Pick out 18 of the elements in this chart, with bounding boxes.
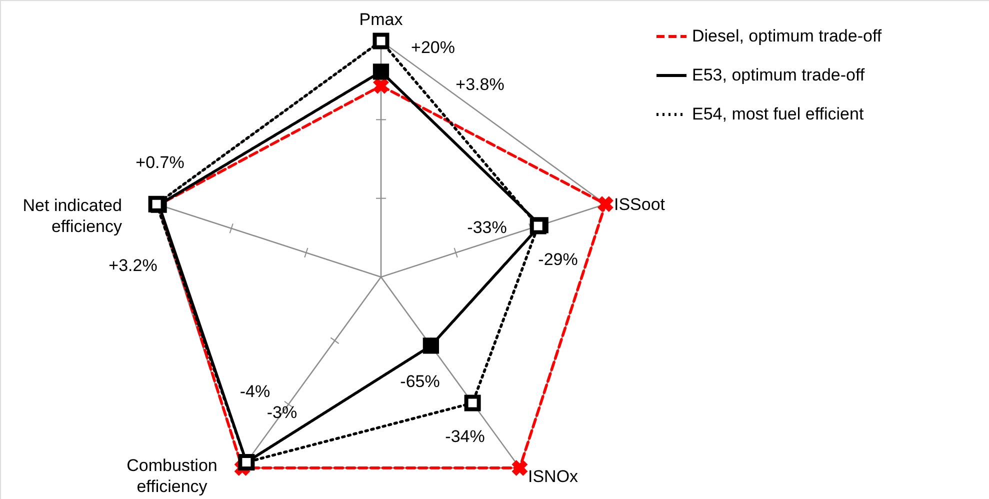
text: +3.2%	[108, 256, 158, 275]
spoke-label: Pmax	[359, 10, 404, 29]
text: -4%	[240, 382, 270, 401]
legend-label: E53, optimum trade-off	[692, 66, 865, 84]
text: -33%	[467, 218, 507, 237]
text: +0.7%	[136, 153, 184, 172]
text: -29%	[538, 250, 578, 269]
spoke-label: Net indicated efficiency	[22, 196, 122, 236]
legend-label: Diesel, optimum trade-off	[692, 26, 882, 46]
text: -3%	[266, 403, 298, 422]
text: -65%	[400, 372, 440, 391]
spoke-label: Combustion efficiency	[126, 456, 218, 496]
text: +3.8%	[456, 75, 504, 94]
text: -34%	[445, 427, 485, 446]
spoke-label: ISNOx	[528, 467, 579, 486]
spoke-label: ISSoot	[614, 195, 666, 214]
legend-label: E54, most fuel efficient	[692, 104, 864, 124]
text: +20%	[411, 38, 455, 57]
